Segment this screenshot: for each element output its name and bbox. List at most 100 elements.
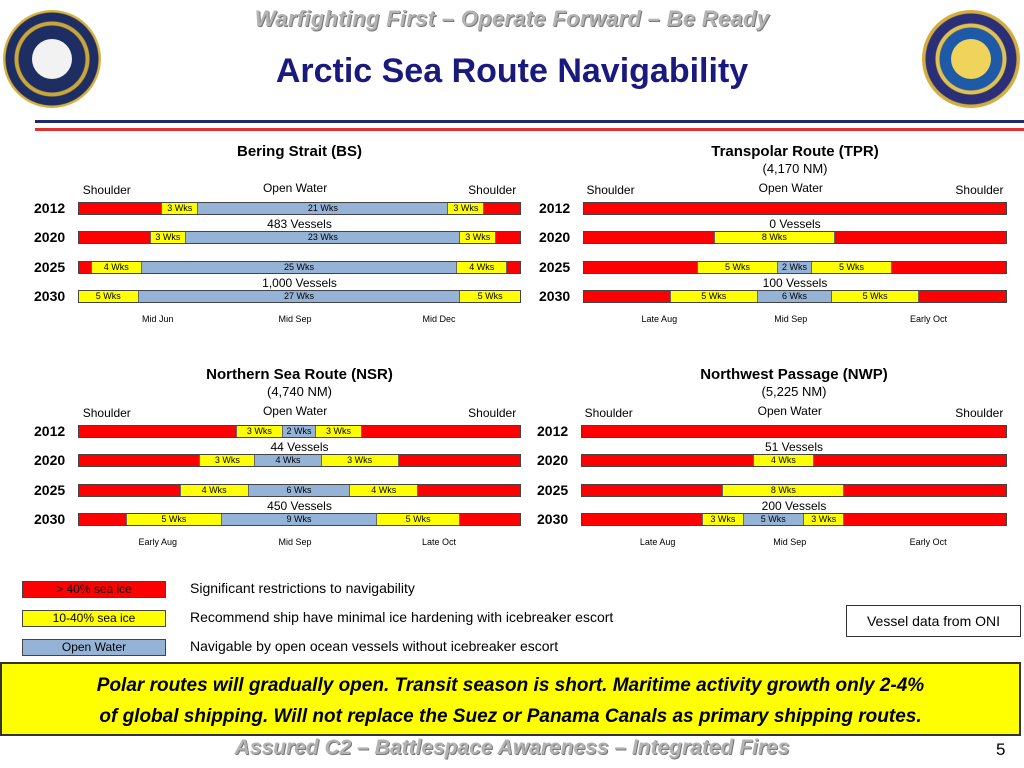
season-segment-yellow: 8 Wks — [714, 232, 836, 243]
season-segment-yellow: 8 Wks — [723, 485, 845, 496]
legend-description: Significant restrictions to navigability — [190, 580, 415, 596]
eagle-icon — [32, 39, 72, 79]
northwest-passage-year-label: 2030 — [537, 511, 569, 527]
season-segment-red — [460, 514, 520, 525]
season-segment-red — [835, 232, 1006, 243]
legend-swatch-red: > 40% sea ice — [22, 581, 166, 598]
transpolar-route-season-bar: 5 Wks 6 Wks 5 Wks — [583, 290, 1007, 303]
bering-strait-month-label: Mid Sep — [278, 314, 312, 324]
season-segment-red — [919, 291, 1006, 302]
navy-seal-logo-right — [922, 10, 1020, 108]
season-segment-yellow: 4 Wks — [91, 262, 142, 273]
northern-sea-route-vessel-count: 44 Vessels — [270, 440, 329, 454]
season-segment-yellow: 5 Wks — [698, 262, 778, 273]
source-note: Vessel data from ONI — [846, 605, 1021, 637]
season-segment-yellow: 3 Wks — [200, 455, 256, 466]
northwest-passage-year-label: 2012 — [537, 423, 569, 439]
season-segment-red — [584, 203, 1006, 214]
northwest-passage-year-label: 2020 — [537, 452, 569, 468]
northern-sea-route-season-bar: 3 Wks 2 Wks 3 Wks — [78, 425, 521, 438]
season-segment-blue: 25 Wks — [142, 262, 457, 273]
transpolar-route-shoulder-header: Shoulder — [586, 183, 635, 197]
northern-sea-route-vessel-count: 450 Vessels — [267, 499, 332, 513]
season-segment-red — [582, 514, 704, 525]
transpolar-route-month-label: Early Oct — [910, 314, 948, 324]
bering-strait-season-bar: 3 Wks 23 Wks 3 Wks — [78, 231, 521, 244]
season-segment-red — [79, 203, 163, 214]
summary-box: Polar routes will gradually open. Transi… — [0, 662, 1021, 736]
northwest-passage-season-bar: 3 Wks 5 Wks 3 Wks — [581, 513, 1007, 526]
transpolar-route-month-label: Late Aug — [641, 314, 678, 324]
season-segment-red — [582, 485, 724, 496]
season-segment-red — [361, 426, 520, 437]
legend-swatch-yellow: 10-40% sea ice — [22, 610, 166, 627]
northern-sea-route-season-bar: 3 Wks 4 Wks 3 Wks — [78, 454, 521, 467]
bering-strait-season-bar: 5 Wks 27 Wks 5 Wks — [78, 290, 521, 303]
season-segment-yellow: 3 Wks — [321, 455, 399, 466]
bering-strait-month-label: Mid Dec — [422, 314, 456, 324]
season-segment-red — [79, 455, 201, 466]
northern-sea-route-distance: (4,740 NM) — [266, 384, 333, 399]
bering-strait-title: Bering Strait (BS) — [236, 143, 362, 160]
season-segment-yellow: 3 Wks — [150, 232, 187, 243]
bering-strait-shoulder-header: Shoulder — [468, 183, 517, 197]
season-segment-yellow: 5 Wks — [376, 514, 461, 525]
season-segment-blue: 6 Wks — [248, 485, 351, 496]
season-segment-red — [418, 485, 520, 496]
bering-strait-year-label: 2012 — [34, 200, 66, 216]
season-segment-yellow: 3 Wks — [162, 203, 199, 214]
season-segment-blue: 9 Wks — [222, 514, 377, 525]
season-segment-yellow: 4 Wks — [753, 455, 815, 466]
season-segment-red — [844, 485, 1006, 496]
season-segment-yellow: 3 Wks — [237, 426, 283, 437]
season-segment-yellow: 3 Wks — [804, 514, 845, 525]
season-segment-red — [844, 514, 1006, 525]
transpolar-route-year-label: 2030 — [539, 288, 571, 304]
legend-description: Navigable by open ocean vessels without … — [190, 638, 559, 654]
bering-strait-vessel-count: 483 Vessels — [267, 217, 332, 231]
season-segment-red — [814, 455, 1006, 466]
summary-line-2: of global shipping. Will not replace the… — [99, 706, 922, 727]
northwest-passage-season-bar: 8 Wks — [581, 484, 1007, 497]
northwest-passage-season-bar: 4 Wks — [581, 454, 1007, 467]
season-segment-red — [79, 232, 151, 243]
season-segment-red — [584, 291, 671, 302]
summary-line-1: Polar routes will gradually open. Transi… — [96, 675, 925, 696]
transpolar-route-title: Transpolar Route (TPR) — [711, 143, 879, 160]
bering-strait-season-bar: 3 Wks 21 Wks 3 Wks — [78, 202, 521, 215]
season-segment-blue: 6 Wks — [757, 291, 833, 302]
northwest-passage-shoulder-header: Shoulder — [955, 406, 1004, 420]
navy-seal-logo-left — [3, 10, 101, 108]
season-segment-yellow: 3 Wks — [703, 514, 744, 525]
transpolar-route-distance: (4,170 NM) — [762, 161, 828, 176]
season-segment-blue: 27 Wks — [138, 291, 461, 302]
season-segment-yellow: 4 Wks — [180, 485, 249, 496]
bering-strait-year-label: 2030 — [34, 288, 66, 304]
season-segment-yellow: 5 Wks — [460, 291, 520, 302]
footer-tagline: Assured C2 – Battlespace Awareness – Int… — [234, 736, 790, 759]
season-segment-red — [507, 262, 520, 273]
anchor-icon — [951, 39, 991, 79]
season-segment-yellow: 5 Wks — [832, 291, 920, 302]
northwest-passage-season-bar — [581, 425, 1007, 438]
northwest-passage-shoulder-header: Shoulder — [584, 406, 633, 420]
season-segment-blue: 23 Wks — [186, 232, 461, 243]
page-number: 5 — [996, 740, 1006, 759]
season-segment-red — [79, 262, 92, 273]
bering-strait-season-bar: 4 Wks 25 Wks 4 Wks — [78, 261, 521, 274]
transpolar-route-month-label: Mid Sep — [774, 314, 808, 324]
season-segment-yellow: 3 Wks — [460, 232, 497, 243]
transpolar-route-vessel-count: 100 Vessels — [762, 276, 828, 290]
season-segment-yellow: 4 Wks — [457, 262, 508, 273]
northwest-passage-year-label: 2025 — [537, 482, 569, 498]
season-segment-red — [79, 426, 238, 437]
season-segment-yellow: 5 Wks — [79, 291, 139, 302]
transpolar-route-open-water-header: Open Water — [758, 181, 823, 195]
season-segment-blue: 5 Wks — [743, 514, 805, 525]
northern-sea-route-year-label: 2030 — [34, 511, 66, 527]
northern-sea-route-shoulder-header: Shoulder — [468, 406, 517, 420]
transpolar-route-season-bar — [583, 202, 1007, 215]
header-rule-red — [35, 128, 1024, 131]
season-segment-red — [584, 262, 699, 273]
northwest-passage-month-label: Late Aug — [639, 537, 676, 547]
